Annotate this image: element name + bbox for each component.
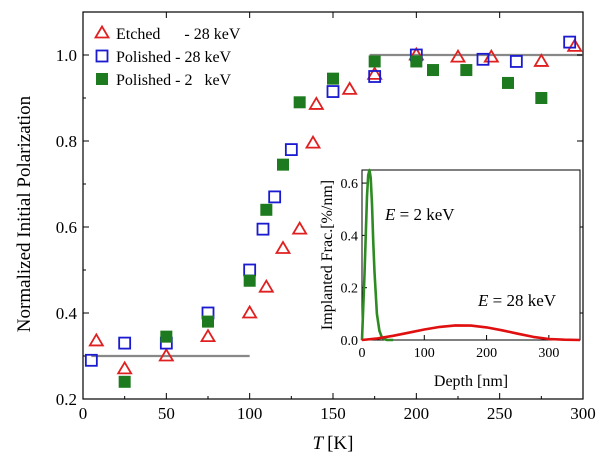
annotation-2kev-variable: E — [384, 205, 396, 224]
main-axis-ticks: 0 50 100 150 200 250 300 0.2 0.4 0.6 0.8 1.0 — [56, 11, 596, 423]
x-axis-title-unit: [K] — [327, 433, 353, 454]
inset-y-tick-label: 0.0 — [341, 334, 359, 349]
data-point — [368, 55, 381, 68]
x-tick-label: 50 — [158, 404, 175, 423]
legend-marker — [95, 49, 109, 63]
y-tick-label: 0.4 — [56, 304, 78, 323]
y-tick-label: 0.2 — [56, 390, 77, 409]
inset-x-axis-title: Depth [nm] — [434, 373, 508, 390]
inset-annotation-2kev: E = 2 keV — [384, 205, 455, 224]
inset-curves — [360, 168, 581, 342]
inset-x-tick-label: 200 — [476, 346, 497, 361]
inset-x-tick-label: 300 — [538, 346, 559, 361]
data-point — [258, 278, 275, 293]
data-point — [277, 158, 289, 171]
data-point — [118, 375, 131, 388]
legend-label-polished-2: Polished - 2 keV — [116, 72, 232, 89]
data-point — [308, 96, 325, 110]
legend-label-polished-28: Polished - 28 keV — [116, 49, 232, 66]
x-tick-label: 100 — [237, 404, 263, 423]
data-point — [84, 353, 98, 367]
data-point — [509, 55, 523, 68]
data-point — [268, 190, 282, 204]
legend-marker — [96, 73, 108, 85]
data-point — [202, 315, 214, 328]
annotation-28kev-variable: E — [477, 291, 489, 310]
data-point — [293, 96, 306, 109]
annotation-2kev-text: = 2 keV — [395, 205, 455, 224]
data-point — [284, 143, 298, 157]
inset-y-tick-label: 0.4 — [341, 229, 359, 244]
inset-annotation-28kev: E = 28 keV — [477, 291, 557, 310]
data-point — [243, 263, 257, 277]
legend: Etched - 28 keV Polished - 28 keV Polish… — [93, 24, 241, 89]
inset-curve — [361, 324, 581, 342]
inset-x-tick-label: 100 — [414, 346, 435, 361]
data-point — [366, 66, 383, 80]
legend-markers — [93, 24, 111, 85]
data-point — [326, 85, 340, 98]
x-axis-title: T [K] — [313, 433, 354, 454]
annotation-28kev-text: = 28 keV — [488, 291, 556, 310]
data-point — [304, 134, 322, 149]
main-data-points — [84, 35, 583, 388]
y-axis-title: Normalized Initial Polarization — [14, 95, 35, 332]
inset-y-tick-label: 0.2 — [341, 282, 359, 297]
data-point — [410, 55, 423, 68]
data-point — [260, 203, 273, 216]
x-tick-label: 300 — [570, 404, 596, 423]
inset-y-tick-label: 0.6 — [341, 177, 359, 192]
data-point — [243, 274, 256, 287]
data-point — [118, 336, 132, 350]
y-tick-label: 1.0 — [56, 46, 77, 65]
data-point — [535, 92, 548, 104]
data-point — [256, 222, 270, 236]
data-point — [274, 240, 292, 254]
inset-y-axis-title: Implanted Frac.[%/nm] — [319, 180, 336, 330]
data-point — [116, 360, 133, 375]
data-point — [291, 220, 308, 235]
legend-marker — [93, 24, 111, 39]
data-point — [158, 347, 175, 362]
data-point — [566, 38, 583, 52]
data-point — [502, 76, 514, 89]
x-tick-label: 0 — [79, 404, 88, 423]
inset-axis-ticks: 0 100 200 300 0.0 0.2 0.4 0.6 — [341, 177, 560, 361]
inset-plot-frame — [361, 169, 581, 341]
x-tick-label: 250 — [487, 404, 513, 423]
data-point — [483, 48, 500, 63]
x-tick-label: 200 — [404, 404, 430, 423]
data-point — [563, 35, 577, 49]
data-point — [241, 304, 258, 319]
data-point — [88, 332, 105, 347]
data-point — [476, 52, 490, 66]
data-point — [327, 72, 339, 85]
y-tick-label: 0.8 — [56, 132, 77, 151]
data-point — [341, 81, 358, 95]
x-tick-label: 150 — [320, 404, 346, 423]
x-axis-title-variable: T — [313, 433, 325, 454]
data-point — [199, 328, 217, 343]
inset-x-tick-label: 0 — [359, 346, 366, 361]
y-tick-label: 0.6 — [56, 218, 77, 237]
data-point — [368, 70, 382, 83]
data-point — [533, 53, 550, 67]
legend-label-etched: Etched - 28 keV — [116, 26, 241, 43]
data-point — [160, 330, 173, 343]
data-point — [449, 48, 467, 63]
data-point — [460, 64, 473, 77]
data-point — [427, 64, 439, 77]
